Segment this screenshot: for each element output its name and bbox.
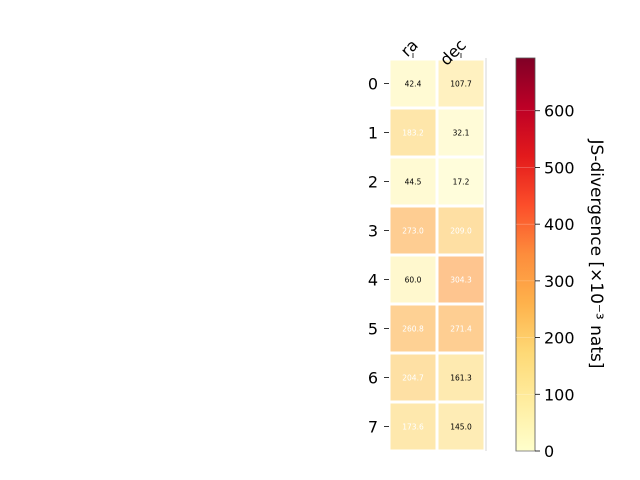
cell-value-label: 271.4 (450, 325, 472, 334)
y-tick-label: 4 (368, 271, 378, 290)
y-tick-label: 1 (368, 124, 378, 143)
cell-value-label: 304.3 (450, 276, 472, 285)
colorbar (515, 57, 536, 452)
y-tick-label: 7 (368, 418, 378, 437)
colorbar-tick-label: 0 (544, 442, 554, 461)
cell-value-label: 60.0 (405, 276, 422, 285)
cell-value-label: 260.8 (402, 325, 424, 334)
colorbar-tick-label: 600 (544, 102, 575, 121)
cell-value-label: 161.3 (450, 374, 472, 383)
cell-value-label: 273.0 (402, 227, 424, 236)
heatmap-cell (435, 400, 487, 453)
heatmap-cell (435, 106, 487, 159)
x-tick-label: ra (397, 35, 422, 60)
y-tick-label: 5 (368, 320, 378, 339)
cell-value-label: 17.2 (453, 178, 470, 187)
cell-value-label: 145.0 (450, 423, 472, 432)
heatmap-cells (387, 57, 487, 453)
heatmap-cell (435, 155, 487, 208)
colorbar-tick-label: 300 (544, 272, 575, 291)
colorbar-tick-label: 200 (544, 329, 575, 348)
y-axis-ticks: 0 1 2 3 4 5 6 7 (368, 75, 389, 437)
cell-value-label: 173.6 (402, 423, 424, 432)
cell-value-label: 183.2 (402, 129, 424, 138)
colorbar-tick-label: 500 (544, 158, 575, 177)
heatmap-cell (435, 253, 487, 306)
cell-value-label: 32.1 (453, 129, 470, 138)
y-tick-label: 0 (368, 75, 378, 94)
y-tick-label: 3 (368, 222, 378, 241)
cell-value-label: 209.0 (450, 227, 472, 236)
y-tick-label: 2 (368, 173, 378, 192)
y-tick-label: 6 (368, 369, 378, 388)
cell-value-label: 42.4 (405, 80, 422, 89)
colorbar-tick-label: 400 (544, 215, 575, 234)
colorbar-label: JS-divergence [×10⁻³ nats] (586, 139, 606, 369)
cell-value-label: 44.5 (405, 178, 422, 187)
cell-value-label: 204.7 (402, 374, 424, 383)
heatmap-cell-labels: 42.4 107.7 183.2 32.1 44.5 17.2 273.0 209.0 60.0… (402, 80, 472, 432)
cell-value-label: 107.7 (450, 80, 472, 89)
colorbar-ticks: 0 100 200 300 400 500 600 (516, 102, 575, 461)
colorbar-tick-label: 100 (544, 385, 575, 404)
heatmap-cell (435, 204, 487, 257)
